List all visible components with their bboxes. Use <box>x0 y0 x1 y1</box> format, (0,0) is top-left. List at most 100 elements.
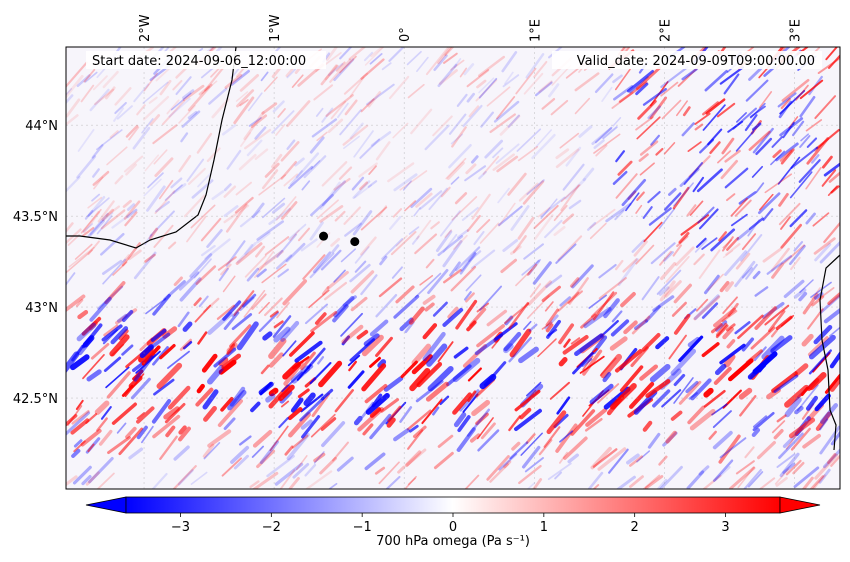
omega-streak <box>726 323 736 332</box>
omega-streak <box>559 132 580 149</box>
omega-streak <box>643 221 663 243</box>
omega-streak <box>146 185 166 212</box>
omega-streak <box>217 399 243 428</box>
omega-streak <box>799 95 816 118</box>
omega-streak <box>314 312 327 325</box>
omega-streak <box>665 430 677 444</box>
omega-streak <box>92 75 108 91</box>
omega-streak <box>663 192 682 211</box>
omega-streak <box>311 118 338 138</box>
omega-streak <box>584 417 603 432</box>
omega-streak <box>798 159 821 183</box>
omega-streak <box>239 210 261 228</box>
omega-streak <box>442 307 464 327</box>
omega-streak <box>258 174 287 196</box>
omega-streak <box>283 173 299 187</box>
omega-streak <box>353 130 374 158</box>
omega-streak <box>793 466 820 488</box>
omega-streak <box>432 406 440 416</box>
omega-streak <box>359 138 381 159</box>
omega-streak <box>147 172 164 189</box>
omega-streak <box>771 371 798 393</box>
omega-streak <box>164 184 183 201</box>
omega-streak <box>369 319 389 337</box>
omega-streak <box>645 475 664 489</box>
omega-streak <box>562 335 589 355</box>
omega-streak <box>808 334 836 360</box>
omega-streak <box>280 400 290 408</box>
omega-streak <box>222 300 242 321</box>
omega-streak <box>122 199 132 209</box>
station-marker <box>350 237 360 247</box>
omega-streak <box>456 427 476 452</box>
omega-streak <box>386 417 396 428</box>
omega-streak <box>411 343 432 366</box>
omega-streak <box>351 176 365 191</box>
omega-streak <box>655 147 664 156</box>
omega-streak <box>277 268 289 278</box>
omega-streak <box>186 215 207 243</box>
omega-streak <box>819 294 840 314</box>
omega-streak <box>148 227 159 240</box>
omega-streak <box>714 465 731 481</box>
omega-streak <box>66 294 86 317</box>
omega-streak <box>543 426 561 448</box>
omega-streak <box>725 243 741 256</box>
omega-streak <box>621 178 647 207</box>
omega-streak <box>450 265 477 292</box>
omega-streak <box>98 429 113 446</box>
omega-streak <box>81 316 102 336</box>
omega-streak <box>278 417 289 429</box>
omega-streak <box>819 403 839 424</box>
omega-streak <box>393 294 420 319</box>
omega-streak <box>77 336 94 356</box>
omega-streak <box>354 260 367 273</box>
omega-streak <box>288 477 300 489</box>
omega-streak <box>581 471 604 489</box>
omega-streak <box>663 251 674 262</box>
omega-streak <box>196 383 205 394</box>
omega-streak <box>498 453 518 471</box>
omega-streak <box>471 193 491 220</box>
omega-streak <box>682 106 691 117</box>
omega-streak <box>252 429 273 448</box>
omega-streak <box>407 477 417 486</box>
omega-streak <box>207 429 232 448</box>
omega-streak <box>730 197 748 217</box>
omega-streak <box>827 453 837 464</box>
omega-streak <box>602 372 612 383</box>
lon-tick-label: 3°E <box>789 19 804 42</box>
omega-streak <box>574 72 600 92</box>
omega-streak <box>321 286 330 296</box>
omega-streak <box>451 196 478 221</box>
omega-streak <box>572 351 594 375</box>
omega-streak <box>678 380 702 405</box>
omega-streak <box>448 113 467 135</box>
omega-streak <box>611 91 634 109</box>
omega-streak <box>402 180 412 191</box>
omega-streak <box>478 77 498 99</box>
omega-streak <box>375 294 398 318</box>
omega-streak <box>300 419 313 430</box>
omega-streak <box>204 64 226 92</box>
omega-streak <box>790 256 801 271</box>
omega-streak <box>486 309 508 327</box>
omega-streak <box>437 235 464 257</box>
omega-streak <box>698 465 710 476</box>
omega-streak <box>679 167 700 187</box>
omega-streak <box>535 129 553 148</box>
omega-streak <box>193 258 212 279</box>
omega-streak <box>182 321 193 332</box>
omega-streak <box>292 462 310 479</box>
omega-streak <box>289 170 303 186</box>
lon-tick-label: 1°W <box>268 14 283 42</box>
omega-streak <box>641 276 660 301</box>
omega-streak <box>497 187 510 204</box>
omega-streak <box>656 269 682 295</box>
omega-streak <box>320 388 334 401</box>
omega-streak <box>501 51 518 73</box>
omega-streak <box>126 203 136 211</box>
omega-streak <box>474 333 503 356</box>
colorbar-tick-label: −3 <box>171 520 190 535</box>
omega-streak <box>128 249 142 261</box>
